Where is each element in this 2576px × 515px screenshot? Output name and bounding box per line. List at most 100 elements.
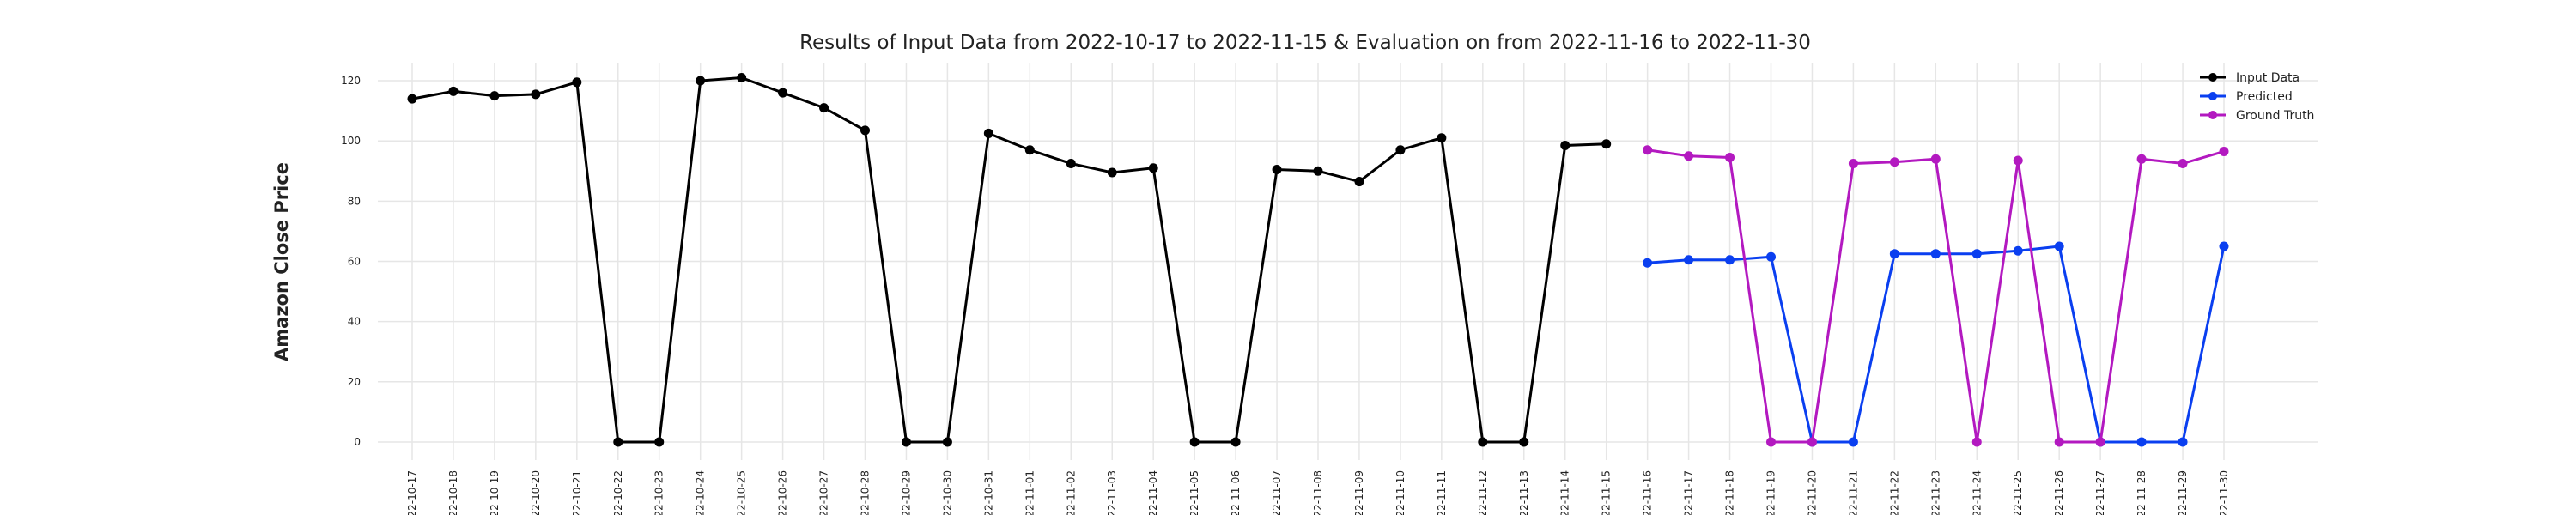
point bbox=[737, 73, 747, 83]
point bbox=[778, 88, 788, 98]
point bbox=[1643, 145, 1653, 155]
legend-label: Input Data bbox=[2236, 71, 2300, 85]
chart-title: Results of Input Data from 2022-10-17 to… bbox=[799, 32, 1811, 54]
x-tick-label: 2022-11-11 bbox=[1436, 470, 1448, 515]
legend-marker bbox=[2208, 111, 2217, 119]
point bbox=[1848, 437, 1858, 447]
legend-marker bbox=[2208, 92, 2217, 100]
x-tick-label: 2022-10-28 bbox=[860, 470, 872, 515]
x-tick-label: 2022-11-01 bbox=[1024, 470, 1036, 515]
x-tick-label: 2022-11-06 bbox=[1230, 470, 1242, 515]
point bbox=[2136, 154, 2147, 164]
point bbox=[1766, 437, 1776, 447]
point bbox=[1354, 177, 1364, 187]
x-tick-label: 2022-10-23 bbox=[653, 470, 665, 515]
point bbox=[2219, 241, 2229, 251]
x-tick-label: 2022-11-03 bbox=[1106, 470, 1118, 515]
x-tick-label: 2022-11-09 bbox=[1353, 470, 1365, 515]
x-tick-label: 2022-11-23 bbox=[1929, 470, 1941, 515]
point bbox=[696, 76, 706, 86]
point bbox=[983, 128, 993, 138]
point bbox=[1272, 165, 1282, 175]
x-tick-label: 2022-11-22 bbox=[1888, 470, 1900, 515]
x-tick-label: 2022-10-20 bbox=[530, 470, 542, 515]
point bbox=[654, 437, 665, 447]
x-tick-label: 2022-10-31 bbox=[982, 470, 994, 515]
x-tick-label: 2022-11-16 bbox=[1642, 470, 1654, 515]
y-tick-label: 120 bbox=[341, 75, 361, 87]
x-tick-label: 2022-11-02 bbox=[1065, 470, 1077, 515]
point bbox=[1971, 249, 1982, 259]
x-tick-label: 2022-10-29 bbox=[900, 470, 912, 515]
point bbox=[2013, 245, 2023, 256]
point bbox=[2178, 159, 2188, 169]
point bbox=[1601, 139, 1612, 149]
point bbox=[1725, 152, 1735, 162]
y-tick-label: 20 bbox=[348, 376, 361, 388]
point bbox=[2178, 437, 2188, 447]
point bbox=[901, 437, 911, 447]
point bbox=[1107, 167, 1117, 178]
x-tick-label: 2022-11-19 bbox=[1765, 470, 1777, 515]
point bbox=[1930, 249, 1941, 259]
point bbox=[2054, 437, 2064, 447]
point bbox=[1066, 159, 1076, 169]
point bbox=[1766, 251, 1776, 262]
point bbox=[1560, 140, 1571, 150]
x-tick-label: 2022-11-20 bbox=[1806, 470, 1818, 515]
x-tick-label: 2022-10-26 bbox=[777, 470, 789, 515]
point bbox=[1684, 151, 1694, 161]
point bbox=[1395, 145, 1406, 155]
point bbox=[860, 125, 870, 136]
point bbox=[1848, 159, 1858, 169]
legend-label: Ground Truth bbox=[2236, 109, 2314, 123]
y-tick-label: 40 bbox=[348, 316, 361, 328]
x-tick-label: 2022-10-27 bbox=[818, 470, 830, 515]
y-tick-label: 80 bbox=[348, 195, 361, 207]
legend-label: Predicted bbox=[2236, 90, 2293, 104]
x-tick-label: 2022-10-22 bbox=[612, 470, 624, 515]
x-tick-label: 2022-10-25 bbox=[736, 470, 748, 515]
point bbox=[942, 437, 952, 447]
x-tick-label: 2022-10-30 bbox=[941, 470, 953, 515]
point bbox=[1519, 437, 1529, 447]
point bbox=[1889, 249, 1899, 259]
x-tick-label: 2022-11-12 bbox=[1477, 470, 1489, 515]
point bbox=[2054, 241, 2064, 251]
point bbox=[1189, 437, 1200, 447]
point bbox=[2219, 146, 2229, 156]
point bbox=[1024, 145, 1035, 155]
y-axis-label: Amazon Close Price bbox=[271, 162, 292, 361]
x-tick-label: 2022-11-30 bbox=[2218, 470, 2230, 515]
point bbox=[1725, 255, 1735, 265]
point bbox=[1230, 437, 1241, 447]
point bbox=[572, 77, 582, 88]
point bbox=[2013, 155, 2023, 166]
point bbox=[613, 437, 623, 447]
x-tick-label: 2022-11-13 bbox=[1518, 470, 1530, 515]
point bbox=[1478, 437, 1488, 447]
x-tick-label: 2022-11-15 bbox=[1601, 470, 1613, 515]
x-tick-label: 2022-11-04 bbox=[1147, 470, 1159, 515]
point bbox=[1971, 437, 1982, 447]
x-tick-label: 2022-10-21 bbox=[571, 470, 583, 515]
point bbox=[2095, 437, 2105, 447]
point bbox=[1148, 163, 1158, 173]
y-tick-label: 60 bbox=[348, 256, 361, 268]
point bbox=[448, 86, 459, 96]
x-tick-label: 2022-11-18 bbox=[1724, 470, 1736, 515]
x-tick-label: 2022-11-10 bbox=[1394, 470, 1406, 515]
point bbox=[1889, 157, 1899, 167]
x-tick-label: 2022-10-24 bbox=[695, 470, 707, 515]
x-tick-label: 2022-10-18 bbox=[447, 470, 459, 515]
x-tick-label: 2022-11-21 bbox=[1847, 470, 1859, 515]
point bbox=[1930, 154, 1941, 164]
x-tick-label: 2022-10-17 bbox=[406, 470, 418, 515]
x-tick-label: 2022-11-14 bbox=[1559, 470, 1571, 515]
point bbox=[2136, 437, 2147, 447]
point bbox=[531, 89, 541, 100]
x-tick-label: 2022-11-27 bbox=[2094, 470, 2106, 515]
point bbox=[1643, 258, 1653, 268]
point bbox=[1437, 133, 1447, 143]
